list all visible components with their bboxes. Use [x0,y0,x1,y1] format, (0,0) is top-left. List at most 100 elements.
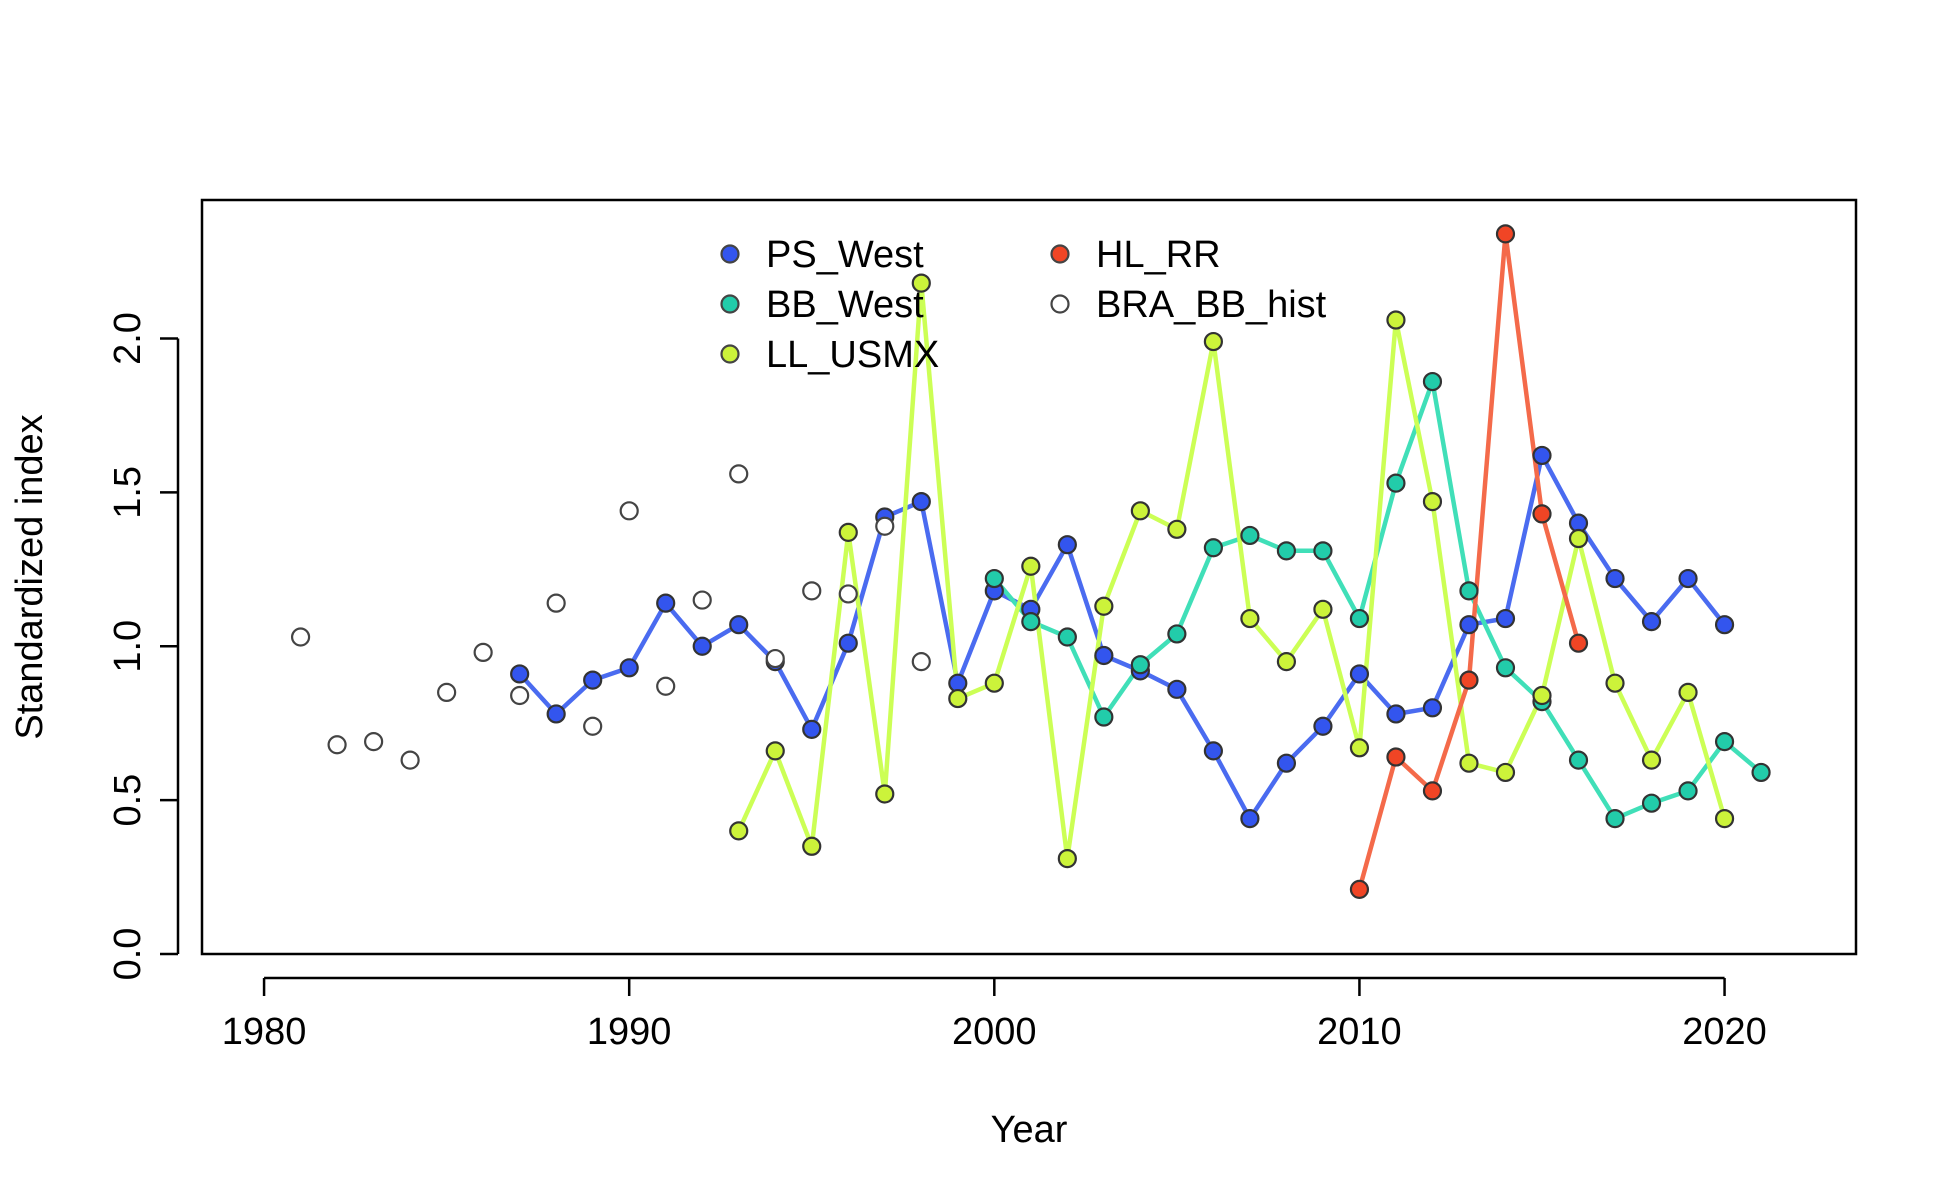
data-point [546,593,566,613]
series-line-LL_USMX [736,280,1727,861]
data-point [1094,596,1114,616]
data-point [1240,525,1260,546]
data-point [583,716,603,736]
data-point [1276,652,1297,672]
data-point [1386,473,1406,493]
data-point [984,568,1004,589]
data-point [1386,704,1406,724]
data-point [1094,645,1114,666]
data-point [1203,331,1223,352]
data-point [364,732,384,752]
data-point [473,642,493,663]
data-point [1495,762,1516,783]
data-point [1495,658,1516,678]
data-point [1532,504,1552,524]
series-points-PS_West [510,445,1735,829]
data-point [838,522,858,542]
data-point [1094,707,1114,727]
data-point [1313,541,1333,561]
data-point [619,658,639,678]
data-point [656,676,676,696]
data-point [875,516,895,536]
data-point [1057,627,1077,647]
legend-marker [1050,244,1070,264]
data-point [948,688,968,709]
data-point [400,750,420,770]
data-point [1714,808,1735,829]
legend-item-BB_West: BB_West [720,284,924,326]
data-point [437,682,457,703]
data-point [1459,670,1479,690]
series-points-LL_USMX [729,273,1735,869]
data-point [1349,738,1370,758]
data-point [1605,568,1625,589]
data-point [290,627,311,647]
data-point [1386,310,1406,330]
data-point [729,821,749,841]
data-point [656,593,676,613]
data-point [1240,808,1260,829]
legend-marker [720,294,740,314]
data-point [911,273,931,293]
data-point [1568,633,1589,653]
legend-label: LL_USMX [766,334,939,376]
legend-item-LL_USMX: LL_USMX [720,334,939,376]
data-point [1459,615,1479,635]
data-point [1678,682,1698,703]
series-points-HL_RR [1349,224,1589,899]
legend-label: BRA_BB_hist [1096,284,1327,326]
legend: PS_West BB_West LL_USMX HL_RR BRA_BB_hist [720,234,1327,376]
data-point [1167,519,1187,539]
x-tick-label: 2020 [1682,1011,1767,1053]
data-point [1605,673,1625,693]
data-point [1349,879,1370,899]
data-point [1422,371,1443,392]
data-point [729,464,749,484]
data-point [1459,581,1479,601]
series-points [290,224,1771,899]
data-point [1203,741,1223,761]
legend-label: BB_West [766,284,924,326]
data-point [1167,679,1187,699]
y-axis-title: Standardized index [9,414,51,739]
y-tick-label: 0.0 [107,928,149,981]
data-point [765,741,785,761]
data-point [1459,753,1479,773]
legend-marker [720,344,740,364]
data-point [1422,492,1443,512]
data-point [1240,608,1260,629]
data-point [1532,445,1552,466]
data-point [1021,556,1041,576]
data-point [765,648,785,669]
data-point [802,836,822,856]
data-point [1714,615,1735,635]
y-tick-label: 2.0 [107,312,149,365]
data-point [1678,781,1698,801]
data-point [692,590,712,610]
data-point [802,719,822,739]
x-tick-label: 1980 [222,1011,307,1053]
data-point [838,633,858,653]
y-tick-label: 0.5 [107,774,149,827]
series-points-BRA_BB_hist [290,464,931,770]
data-point [1641,750,1662,770]
data-point [1021,612,1041,632]
data-point [1641,612,1662,632]
data-point [1568,750,1589,770]
data-point [1568,528,1589,549]
legend-label: PS_West [766,234,924,276]
plot-frame [200,198,1858,956]
data-point [1057,848,1077,869]
data-point [1203,538,1223,558]
data-point [1641,793,1662,813]
x-axis-title: Year [991,1109,1068,1151]
data-point [1495,224,1516,244]
data-point [1276,541,1297,561]
data-point [984,673,1004,693]
data-point [1130,655,1150,675]
data-point [1422,698,1443,718]
legend-item-HL_RR: HL_RR [1050,234,1221,276]
data-point [802,581,822,601]
y-tick-label: 1.5 [107,466,149,519]
